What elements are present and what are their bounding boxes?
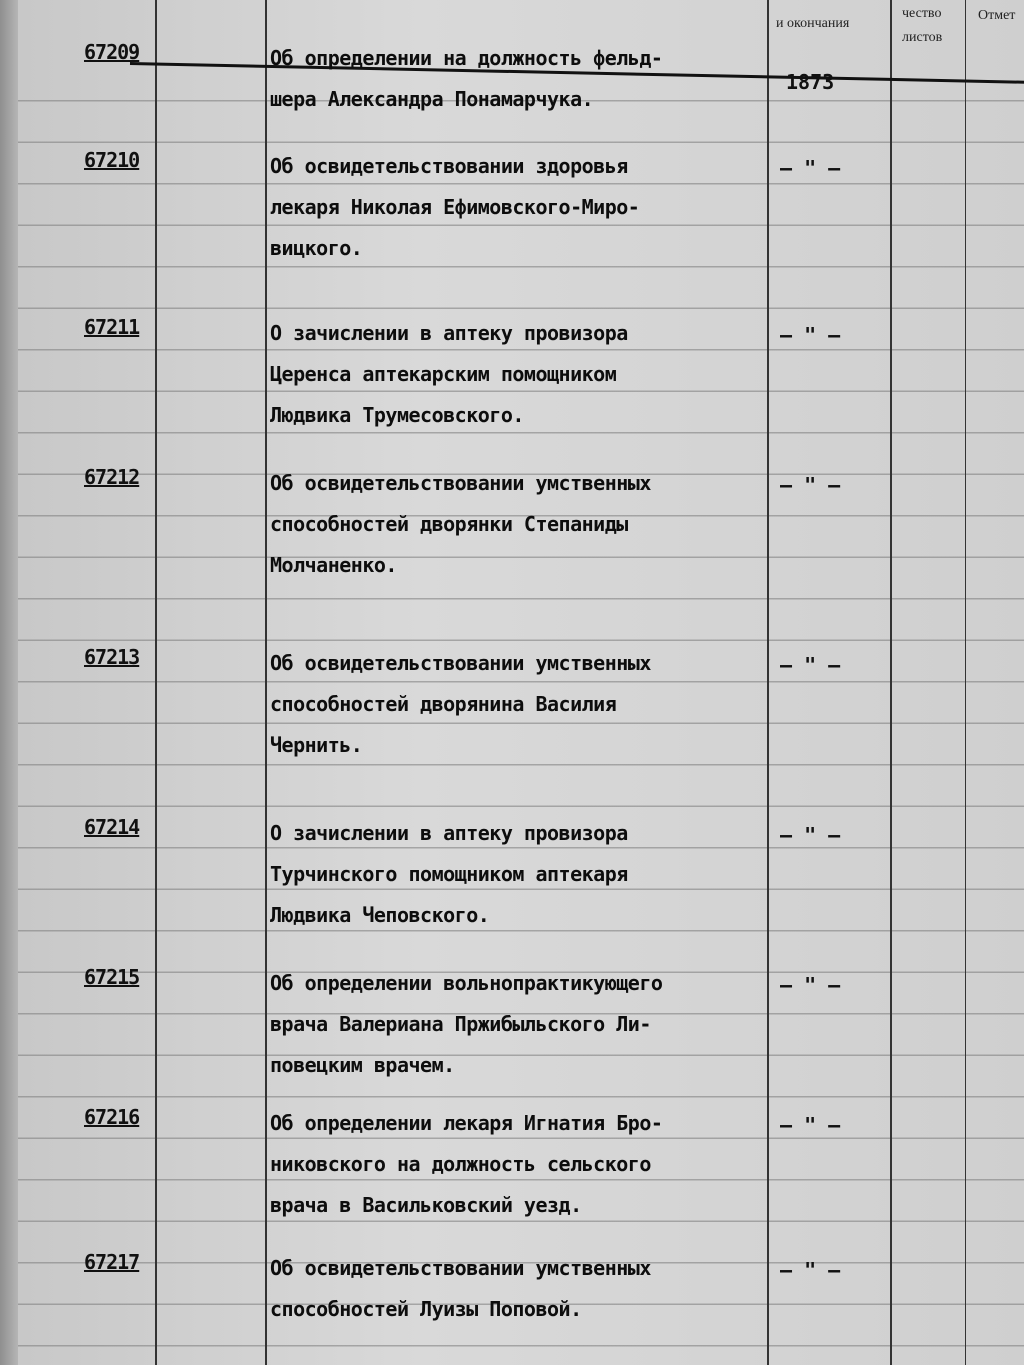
description-line: Турчинского помощником аптекаря: [270, 862, 628, 886]
header-sheets-1: чество: [902, 6, 942, 21]
entry-number: 67216: [84, 1105, 140, 1129]
description-line: Об освидетельствовании умственных: [270, 1256, 651, 1280]
entry-date: – " –: [780, 973, 841, 997]
entry-date: – " –: [780, 323, 841, 347]
entry-description: Об определении лекаря Игнатия Бро-никовс…: [270, 1103, 765, 1226]
column-divider: [265, 0, 267, 1365]
entry-number: 67212: [84, 465, 140, 489]
entry-date: – " –: [780, 156, 841, 180]
entry-description: О зачислении в аптеку провизора Турчинско…: [270, 813, 765, 936]
entry-number: 67209: [84, 40, 140, 64]
description-line: врача Валериана Пржибыльского Ли-: [270, 1012, 651, 1036]
description-line: шера Александра Понамарчука.: [270, 87, 594, 111]
column-divider: [767, 0, 769, 1365]
description-line: вицкого.: [270, 236, 363, 260]
entry-description: Об освидетельствовании здоровья лекаря Ни…: [270, 146, 765, 269]
description-line: Людвика Трумесовского.: [270, 403, 524, 427]
entry-date: – " –: [780, 473, 841, 497]
description-line: Об определении лекаря Игнатия Бро-: [270, 1111, 663, 1135]
entry-date: – " –: [780, 1258, 841, 1282]
ruled-lines: [18, 60, 1024, 1365]
description-line: способностей Луизы Поповой.: [270, 1297, 582, 1321]
column-divider: [890, 0, 892, 1365]
description-line: О зачислении в аптеку провизора: [270, 321, 628, 345]
column-divider: [155, 0, 157, 1365]
entry-date: 1873: [786, 70, 835, 94]
column-divider: [965, 0, 966, 1365]
description-line: О зачислении в аптеку провизора: [270, 821, 628, 845]
description-line: Об определении вольнопрактикующего: [270, 971, 663, 995]
entry-description: Об определении на должность фельд-шера А…: [270, 38, 765, 120]
entry-description: Об освидетельствовании умственных способн…: [270, 643, 765, 766]
header-notes: Отмет: [978, 8, 1016, 23]
entry-number: 67213: [84, 645, 140, 669]
entry-number: 67217: [84, 1250, 140, 1274]
description-line: Об освидетельствовании здоровья: [270, 154, 628, 178]
entry-number: 67214: [84, 815, 140, 839]
entry-number: 67211: [84, 315, 140, 339]
book-binding: [0, 0, 18, 1365]
entry-description: Об определении вольнопрактикующего врача …: [270, 963, 765, 1086]
description-line: лекаря Николая Ефимовского-Миро-: [270, 195, 640, 219]
register-page: [18, 0, 1024, 1365]
entry-number: 67210: [84, 148, 140, 172]
description-line: способностей дворянина Василия: [270, 692, 617, 716]
header-dates: и окончания: [776, 16, 850, 31]
entry-date: – " –: [780, 1113, 841, 1137]
header-sheets-2: листов: [902, 30, 943, 45]
entry-description: Об освидетельствовании умственных способн…: [270, 463, 765, 586]
entry-date: – " –: [780, 653, 841, 677]
description-line: Церенса аптекарским помощником: [270, 362, 617, 386]
description-line: способностей дворянки Степаниды: [270, 512, 628, 536]
description-line: врача в Васильковский уезд.: [270, 1193, 582, 1217]
entry-description: О зачислении в аптеку провизора Церенса а…: [270, 313, 765, 436]
description-line: никовского на должность сельского: [270, 1152, 651, 1176]
entry-date: – " –: [780, 823, 841, 847]
description-line: Об определении на должность фельд-: [270, 46, 663, 70]
description-line: Людвика Чеповского.: [270, 903, 490, 927]
entry-description: Об освидетельствовании умственных способн…: [270, 1248, 765, 1330]
description-line: повецким врачем.: [270, 1053, 455, 1077]
description-line: Об освидетельствовании умственных: [270, 471, 651, 495]
description-line: Чернить.: [270, 733, 363, 757]
description-line: Об освидетельствовании умственных: [270, 651, 651, 675]
description-line: Молчаненко.: [270, 553, 397, 577]
entry-number: 67215: [84, 965, 140, 989]
